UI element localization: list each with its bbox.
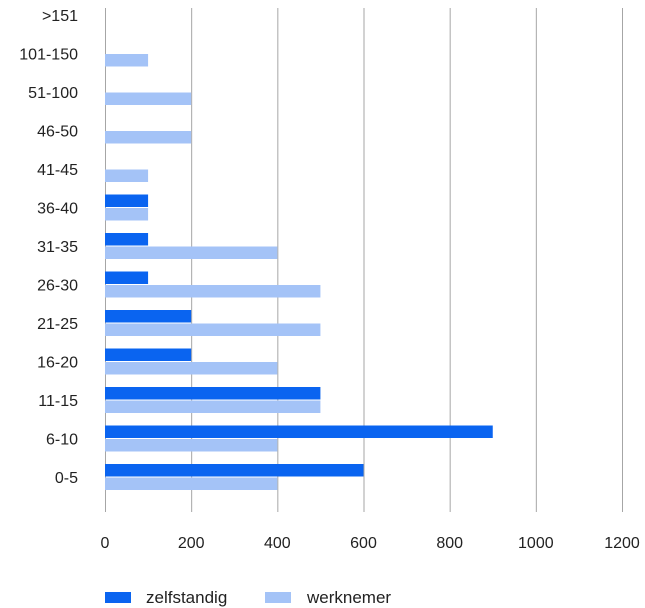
bar-werknemer-31-35: [105, 246, 278, 259]
bar-werknemer-36-40: [105, 208, 149, 221]
x-tick-label: 200: [178, 535, 205, 552]
bar-werknemer-21-25: [105, 323, 321, 336]
category-label: 21-25: [37, 316, 78, 333]
category-labels: 0-5 6-10 11-15 16-20 21-25 26-30 31-35 36-40 41-…: [19, 8, 78, 487]
gridlines: [105, 8, 623, 512]
category-label: 51-100: [28, 85, 78, 102]
category-label: >151: [42, 8, 78, 25]
category-label: 46-50: [37, 124, 78, 141]
x-tick-label: 400: [264, 535, 291, 552]
bar-werknemer-0-5: [105, 477, 278, 490]
category-label: 41-45: [37, 162, 78, 179]
category-label: 16-20: [37, 355, 78, 372]
category-label: 0-5: [55, 470, 78, 487]
bar-werknemer-16-20: [105, 362, 278, 375]
category-label: 31-35: [37, 239, 78, 256]
category-label: 6-10: [46, 432, 78, 449]
legend: zelfstandig werknemer: [105, 588, 391, 607]
bar-werknemer-51-100: [105, 92, 192, 105]
bar-zelfstandig-26-30: [105, 271, 149, 284]
bar-werknemer-46-50: [105, 131, 192, 144]
x-tick-labels: 0 200 400 600 800 1000 1200: [101, 535, 640, 552]
legend-swatch-werknemer: [265, 592, 291, 603]
bar-werknemer-41-45: [105, 169, 149, 182]
bar-zelfstandig-31-35: [105, 233, 149, 246]
bar-werknemer-11-15: [105, 400, 321, 413]
category-label: 36-40: [37, 201, 78, 218]
x-tick-label: 1000: [518, 535, 554, 552]
x-tick-label: 800: [436, 535, 463, 552]
bar-werknemer-6-10: [105, 439, 278, 452]
category-label: 11-15: [38, 393, 78, 410]
bar-zelfstandig-0-5: [105, 464, 364, 477]
x-tick-label: 600: [350, 535, 377, 552]
bar-zelfstandig-16-20: [105, 348, 192, 361]
category-label: 26-30: [37, 278, 78, 295]
bar-zelfstandig-6-10: [105, 425, 493, 438]
legend-swatch-zelfstandig: [105, 592, 131, 603]
legend-label-zelfstandig: zelfstandig: [146, 588, 227, 607]
bar-werknemer-101-150: [105, 54, 149, 67]
x-tick-label: 0: [101, 535, 110, 552]
bar-zelfstandig-21-25: [105, 310, 192, 323]
bars: [105, 54, 493, 490]
legend-label-werknemer: werknemer: [306, 588, 391, 607]
bar-zelfstandig-36-40: [105, 194, 149, 207]
bar-werknemer-26-30: [105, 285, 321, 298]
x-tick-label: 1200: [604, 535, 640, 552]
category-label: 101-150: [19, 47, 78, 64]
bar-zelfstandig-11-15: [105, 387, 321, 400]
